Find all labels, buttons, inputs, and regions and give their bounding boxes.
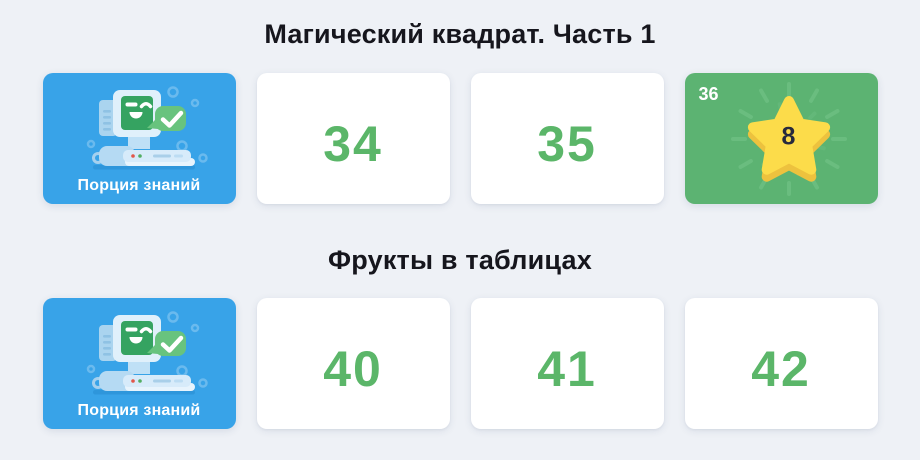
- lesson-number: 40: [323, 340, 383, 397]
- section-title: Фрукты в таблицах: [328, 245, 592, 275]
- intro-card-label: Порция знаний: [77, 177, 201, 194]
- lesson-card-number[interactable]: 40: [256, 298, 450, 429]
- lesson-card-number[interactable]: 35: [470, 73, 664, 204]
- lesson-card-intro[interactable]: Порция знаний: [42, 73, 236, 204]
- lesson-number: 41: [537, 340, 597, 397]
- lesson-number: 42: [751, 340, 811, 397]
- lesson-board: Магический квадрат. Часть 1 Порция знани…: [0, 16, 920, 429]
- card-row: Порция знаний 34 35: [0, 73, 920, 204]
- reward-lesson-number: 36: [698, 84, 719, 104]
- lesson-card-number[interactable]: 42: [684, 298, 878, 429]
- section-title: Магический квадрат. Часть 1: [264, 19, 656, 49]
- star-burst-icon: [730, 82, 847, 196]
- lesson-card-number[interactable]: 34: [256, 73, 450, 204]
- star-icon: [747, 96, 830, 182]
- lesson-number: 35: [537, 115, 597, 172]
- star-count-badge: 8: [781, 122, 796, 151]
- lesson-number: 34: [323, 115, 383, 172]
- lesson-card-reward[interactable]: 36 8: [684, 73, 878, 204]
- card-row: Порция знаний 40 41 42: [0, 298, 920, 429]
- intro-card-label: Порция знаний: [77, 402, 201, 419]
- lesson-card-number[interactable]: 41: [470, 298, 664, 429]
- lesson-card-intro[interactable]: Порция знаний: [42, 298, 236, 429]
